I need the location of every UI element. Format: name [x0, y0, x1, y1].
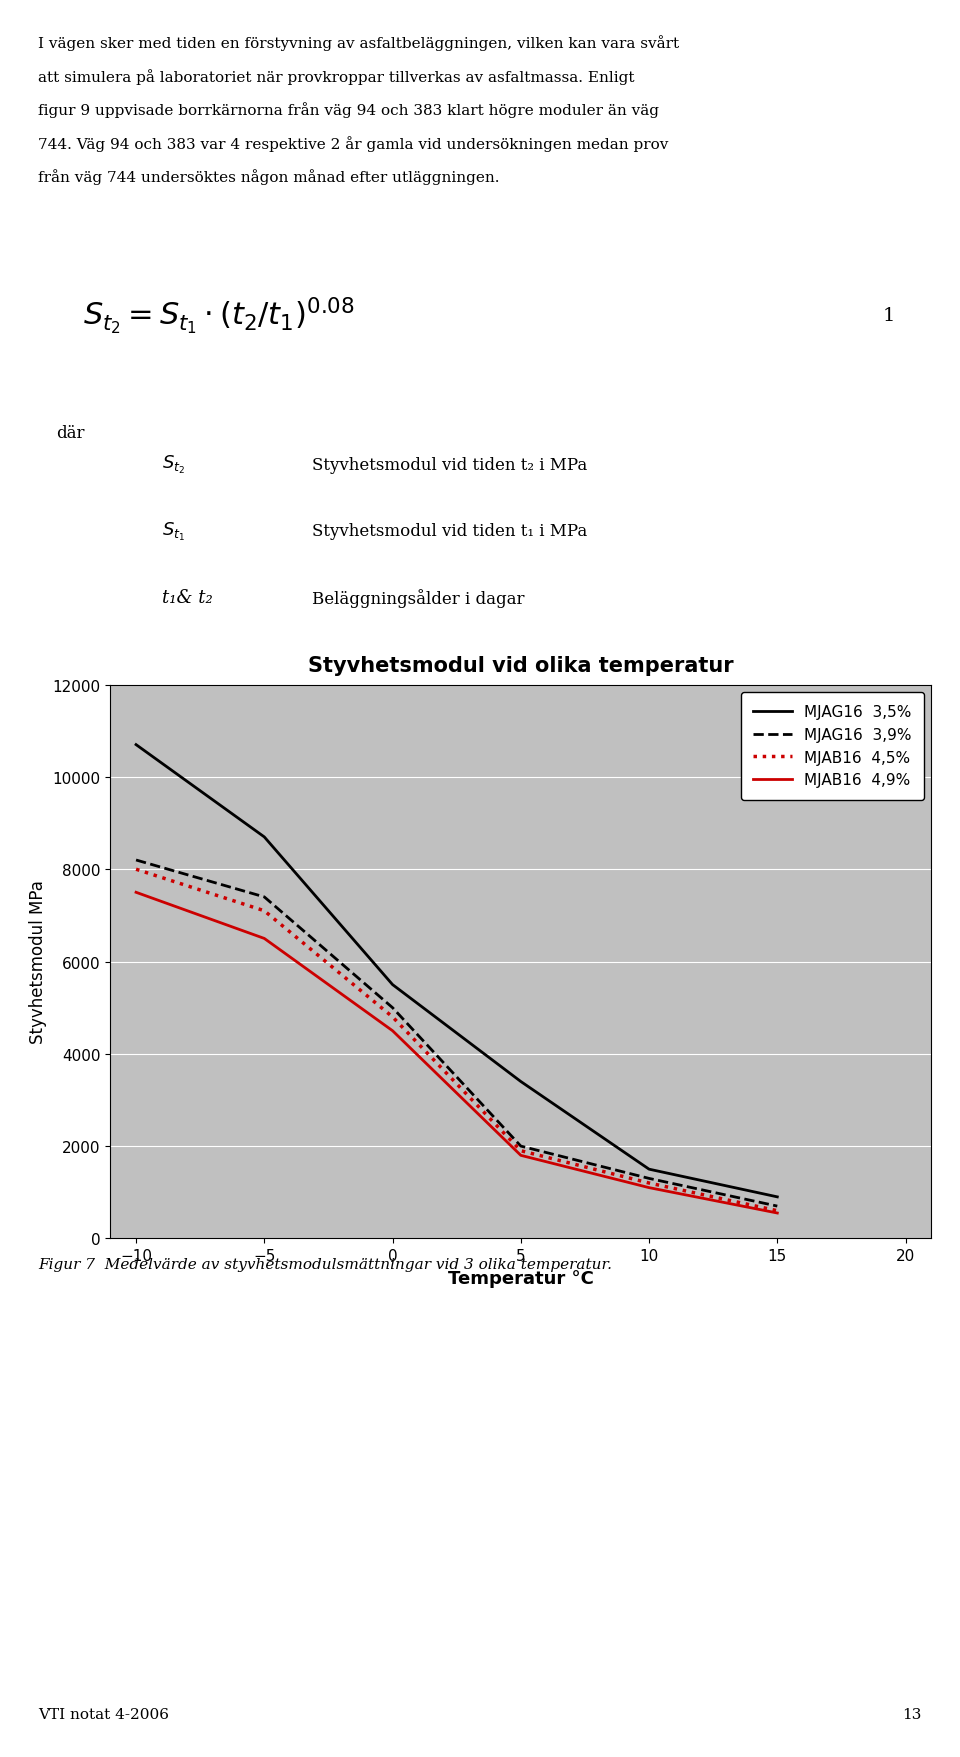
- Text: Figur 7  Medelvärde av styvhetsmodulsmättningar vid 3 olika temperatur.: Figur 7 Medelvärde av styvhetsmodulsmätt…: [38, 1258, 612, 1272]
- Title: Styvhetsmodul vid olika temperatur: Styvhetsmodul vid olika temperatur: [308, 655, 733, 675]
- MJAG16  3,5%: [131, 734, 142, 756]
- MJAB16  4,5%: [258, 901, 270, 922]
- MJAB16  4,9%: [643, 1177, 655, 1198]
- Text: från väg 744 undersöktes någon månad efter utläggningen.: från väg 744 undersöktes någon månad eft…: [38, 169, 500, 184]
- MJAB16  4,9%: [515, 1146, 526, 1167]
- MJAB16  4,9%: [772, 1204, 783, 1225]
- MJAB16  4,9%: [258, 928, 270, 949]
- MJAG16  3,9%: [387, 998, 398, 1019]
- Text: 1: 1: [883, 307, 895, 325]
- Text: I vägen sker med tiden en förstyvning av asfaltbeläggningen, vilken kan vara svå: I vägen sker med tiden en förstyvning av…: [38, 35, 680, 51]
- Text: Styvhetsmodul vid tiden t₁ i MPa: Styvhetsmodul vid tiden t₁ i MPa: [312, 524, 588, 539]
- Legend: MJAG16  3,5%, MJAG16  3,9%, MJAB16  4,5%, MJAB16  4,9%: MJAG16 3,5%, MJAG16 3,9%, MJAB16 4,5%, M…: [741, 692, 924, 799]
- MJAG16  3,5%: [387, 975, 398, 996]
- Text: Styvhetsmodul vid tiden t₂ i MPa: Styvhetsmodul vid tiden t₂ i MPa: [312, 457, 588, 474]
- MJAG16  3,9%: [258, 887, 270, 908]
- MJAB16  4,9%: [131, 882, 142, 903]
- Line: MJAG16  3,5%: MJAG16 3,5%: [136, 745, 778, 1197]
- Line: MJAB16  4,9%: MJAB16 4,9%: [136, 893, 778, 1214]
- Text: $S_{t_2} = S_{t_1} \cdot \left(t_2 / t_1\right)^{0.08}$: $S_{t_2} = S_{t_1} \cdot \left(t_2 / t_1…: [83, 295, 354, 337]
- MJAG16  3,9%: [643, 1168, 655, 1189]
- Text: VTI notat 4-2006: VTI notat 4-2006: [38, 1708, 169, 1720]
- Text: $S_{t_1}$: $S_{t_1}$: [162, 520, 185, 543]
- MJAG16  3,9%: [131, 850, 142, 871]
- MJAG16  3,5%: [258, 828, 270, 849]
- MJAB16  4,5%: [515, 1140, 526, 1161]
- Line: MJAG16  3,9%: MJAG16 3,9%: [136, 861, 778, 1207]
- MJAG16  3,5%: [643, 1160, 655, 1181]
- MJAB16  4,5%: [772, 1200, 783, 1221]
- Text: $S_{t_2}$: $S_{t_2}$: [162, 453, 185, 476]
- MJAG16  3,9%: [772, 1197, 783, 1218]
- Text: där: där: [56, 425, 84, 441]
- Text: t₁& t₂: t₁& t₂: [162, 589, 213, 606]
- Y-axis label: Styvhetsmodul MPa: Styvhetsmodul MPa: [29, 880, 47, 1044]
- MJAG16  3,5%: [772, 1186, 783, 1207]
- MJAG16  3,5%: [515, 1072, 526, 1093]
- Text: figur 9 uppvisade borrkärnorna från väg 94 och 383 klart högre moduler än väg: figur 9 uppvisade borrkärnorna från väg …: [38, 102, 660, 118]
- MJAG16  3,9%: [515, 1137, 526, 1158]
- MJAB16  4,5%: [131, 859, 142, 880]
- Text: att simulera på laboratoriet när provkroppar tillverkas av asfaltmassa. Enligt: att simulera på laboratoriet när provkro…: [38, 69, 635, 84]
- Line: MJAB16  4,5%: MJAB16 4,5%: [136, 870, 778, 1211]
- MJAB16  4,9%: [387, 1021, 398, 1042]
- Text: 744. Väg 94 och 383 var 4 respektive 2 år gamla vid undersökningen medan prov: 744. Väg 94 och 383 var 4 respektive 2 å…: [38, 135, 669, 151]
- MJAB16  4,5%: [643, 1174, 655, 1195]
- MJAB16  4,5%: [387, 1007, 398, 1028]
- X-axis label: Temperatur °C: Temperatur °C: [448, 1269, 593, 1286]
- Text: Beläggningsålder i dagar: Beläggningsålder i dagar: [312, 589, 525, 608]
- Text: 13: 13: [902, 1708, 922, 1720]
